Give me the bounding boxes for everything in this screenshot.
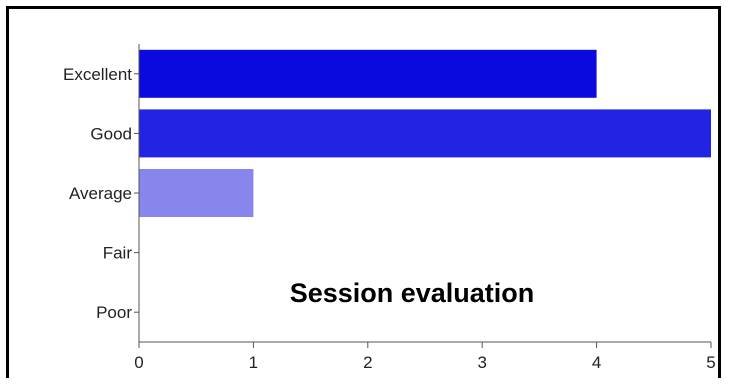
y-tick-label-poor: Poor — [96, 303, 132, 322]
bar-average — [139, 169, 254, 217]
x-tick-label: 5 — [706, 353, 715, 372]
x-tick-label: 2 — [363, 353, 372, 372]
x-tick-label: 1 — [249, 353, 258, 372]
y-tick-label-good: Good — [90, 124, 132, 143]
chart-title: Session evaluation — [290, 278, 535, 308]
bar-excellent — [139, 49, 597, 98]
x-tick-label: 4 — [592, 353, 601, 372]
x-tick-label: 0 — [134, 353, 143, 372]
x-axis: 0 1 2 3 4 5 — [134, 341, 716, 372]
bars-group — [139, 49, 711, 217]
bar-good — [139, 109, 711, 158]
y-tick-label-excellent: Excellent — [63, 65, 132, 84]
x-tick-label: 3 — [477, 353, 486, 372]
y-tick-label-average: Average — [69, 184, 132, 203]
y-tick-label-fair: Fair — [103, 244, 133, 263]
chart-frame — [6, 6, 721, 378]
y-axis: Excellent Good Average Fair Poor — [63, 44, 140, 342]
